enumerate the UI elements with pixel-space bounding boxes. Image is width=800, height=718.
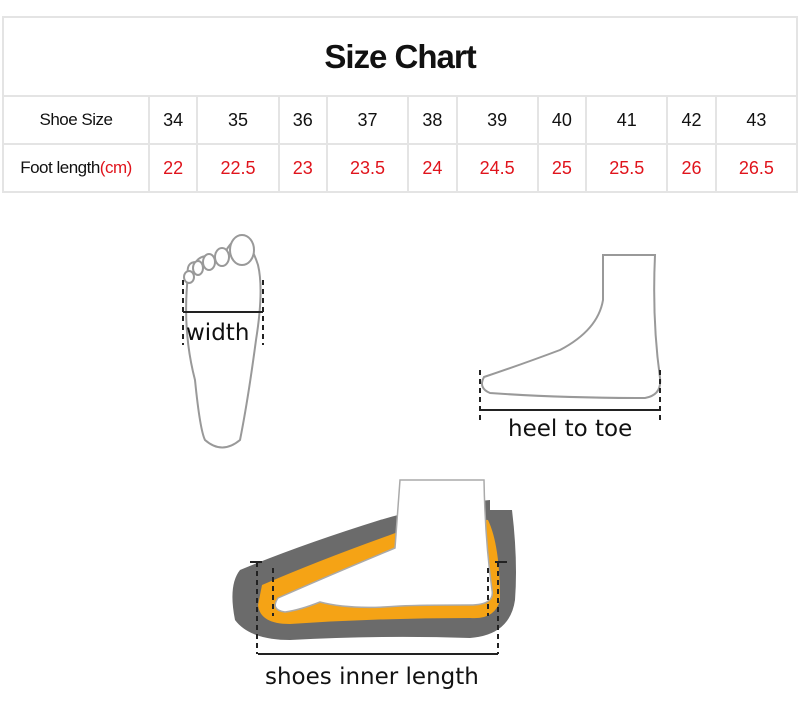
shoe-size-cell: 34 bbox=[147, 95, 199, 145]
width-label: width bbox=[186, 320, 250, 346]
heel-to-toe-measure-line bbox=[479, 370, 661, 420]
foot-length-cell: 23.5 bbox=[325, 143, 410, 193]
shoe-size-cell: 40 bbox=[536, 95, 588, 145]
shoe-size-cell: 43 bbox=[714, 95, 799, 145]
foot-length-cell: 23 bbox=[277, 143, 328, 193]
shoe-size-cell: 36 bbox=[277, 95, 328, 145]
shoe-section-illustration bbox=[232, 479, 516, 640]
foot-length-cell: 26.5 bbox=[714, 143, 799, 193]
shoe-size-header: Shoe Size bbox=[2, 95, 150, 145]
shoe-size-cell: 37 bbox=[325, 95, 410, 145]
foot-length-cell: 22 bbox=[147, 143, 199, 193]
shoe-size-cell: 42 bbox=[666, 95, 717, 145]
foot-length-cell: 24.5 bbox=[455, 143, 539, 193]
foot-length-row: Foot length(cm) 22 22.5 23 23.5 24 24.5 … bbox=[2, 143, 799, 193]
foot-sole-illustration bbox=[183, 234, 262, 449]
shoe-size-cell: 38 bbox=[407, 95, 458, 145]
foot-length-cell: 25 bbox=[536, 143, 588, 193]
heel-to-toe-label: heel to toe bbox=[508, 416, 633, 442]
size-chart-table: Size Chart Shoe Size 34 35 36 37 38 39 4… bbox=[2, 16, 799, 193]
foot-length-label: Foot length bbox=[20, 158, 100, 177]
foot-length-cell: 22.5 bbox=[196, 143, 280, 193]
chart-title: Size Chart bbox=[2, 16, 798, 97]
foot-length-unit: (cm) bbox=[99, 158, 132, 177]
shoe-size-row: Shoe Size 34 35 36 37 38 39 40 41 42 43 bbox=[2, 95, 799, 145]
foot-length-cell: 26 bbox=[666, 143, 717, 193]
shoe-size-cell: 35 bbox=[196, 95, 280, 145]
shoe-size-cell: 41 bbox=[585, 95, 669, 145]
side-foot-illustration bbox=[481, 254, 662, 400]
inner-length-measure-line bbox=[250, 561, 507, 655]
foot-length-cell: 25.5 bbox=[585, 143, 669, 193]
shoe-size-cell: 39 bbox=[455, 95, 539, 145]
foot-length-header: Foot length(cm) bbox=[2, 143, 150, 193]
foot-length-cell: 24 bbox=[407, 143, 458, 193]
width-measure-line bbox=[182, 280, 264, 345]
inner-length-label: shoes inner length bbox=[265, 664, 479, 690]
